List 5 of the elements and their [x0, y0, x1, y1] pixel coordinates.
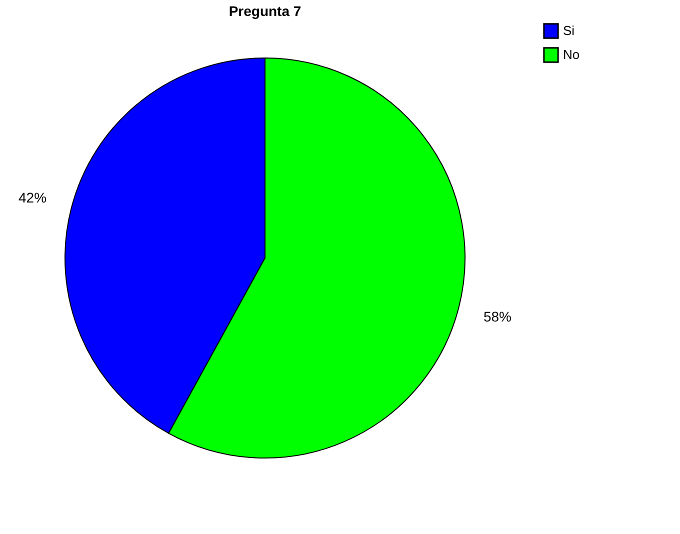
legend-label: No — [563, 47, 580, 62]
data-label: 42% — [18, 189, 47, 206]
chart-title: Pregunta 7 — [228, 3, 302, 19]
data-label: 58% — [483, 308, 512, 325]
legend-label: Si — [563, 23, 575, 38]
